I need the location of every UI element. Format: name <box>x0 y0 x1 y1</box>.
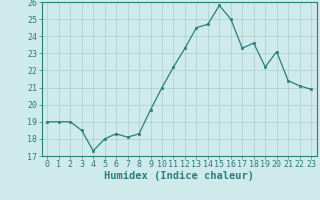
X-axis label: Humidex (Indice chaleur): Humidex (Indice chaleur) <box>104 171 254 181</box>
